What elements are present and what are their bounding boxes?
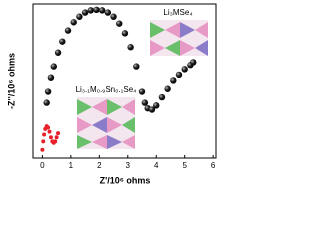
data-point xyxy=(48,135,53,140)
data-point xyxy=(110,13,117,20)
annotation: Li₃MSe₄ xyxy=(163,8,192,17)
data-point xyxy=(116,20,123,27)
data-point xyxy=(53,139,58,144)
data-point xyxy=(175,71,183,79)
data-point xyxy=(127,44,134,51)
plot-frame xyxy=(32,3,217,159)
x-tick-label: 4 xyxy=(154,161,159,170)
x-tick-label: 1 xyxy=(69,161,74,170)
data-point xyxy=(158,93,166,101)
data-point xyxy=(41,139,46,144)
chart: Li₃MSe₄ Li₃.₁M₀.₉Sn₀.₁Se₄ Z'/10⁶ ohms -Z… xyxy=(6,3,217,185)
data-point xyxy=(54,49,62,56)
data-point xyxy=(70,19,77,26)
data-point xyxy=(76,13,83,20)
data-point xyxy=(54,135,59,140)
data-point xyxy=(121,30,129,37)
data-point xyxy=(47,129,52,134)
data-point xyxy=(141,99,149,106)
data-point xyxy=(59,38,66,45)
x-tick-label: 6 xyxy=(211,161,216,170)
x-tick-label: 2 xyxy=(97,161,102,170)
data-point xyxy=(87,7,94,14)
data-point xyxy=(42,132,47,137)
data-point xyxy=(190,59,197,66)
data-point xyxy=(44,88,52,95)
y-axis-label: -Z''/10⁶ ohms xyxy=(6,53,16,109)
data-point xyxy=(56,131,61,136)
annotation: Li₃.₁M₀.₉Sn₀.₁Se₄ xyxy=(76,85,137,94)
data-point xyxy=(64,27,72,34)
data-point xyxy=(104,9,112,16)
x-tick-label: 0 xyxy=(40,161,45,170)
data-point xyxy=(153,102,160,109)
data-point xyxy=(50,63,57,70)
data-point xyxy=(46,125,51,130)
data-point xyxy=(47,74,55,81)
data-point xyxy=(93,6,100,14)
data-point xyxy=(81,9,89,16)
data-point xyxy=(170,77,177,84)
x-axis-label: Z'/10⁶ ohms xyxy=(100,175,151,185)
data-point xyxy=(40,147,45,152)
structure-inset xyxy=(77,97,135,149)
data-point xyxy=(148,106,156,113)
data-point xyxy=(181,66,188,73)
x-tick-label: 5 xyxy=(182,161,187,170)
data-point xyxy=(138,88,146,95)
structure-inset xyxy=(150,20,208,56)
data-point xyxy=(164,85,171,92)
x-tick-label: 3 xyxy=(126,161,131,170)
data-point xyxy=(133,63,140,70)
data-point xyxy=(43,99,50,106)
data-point xyxy=(98,7,106,14)
